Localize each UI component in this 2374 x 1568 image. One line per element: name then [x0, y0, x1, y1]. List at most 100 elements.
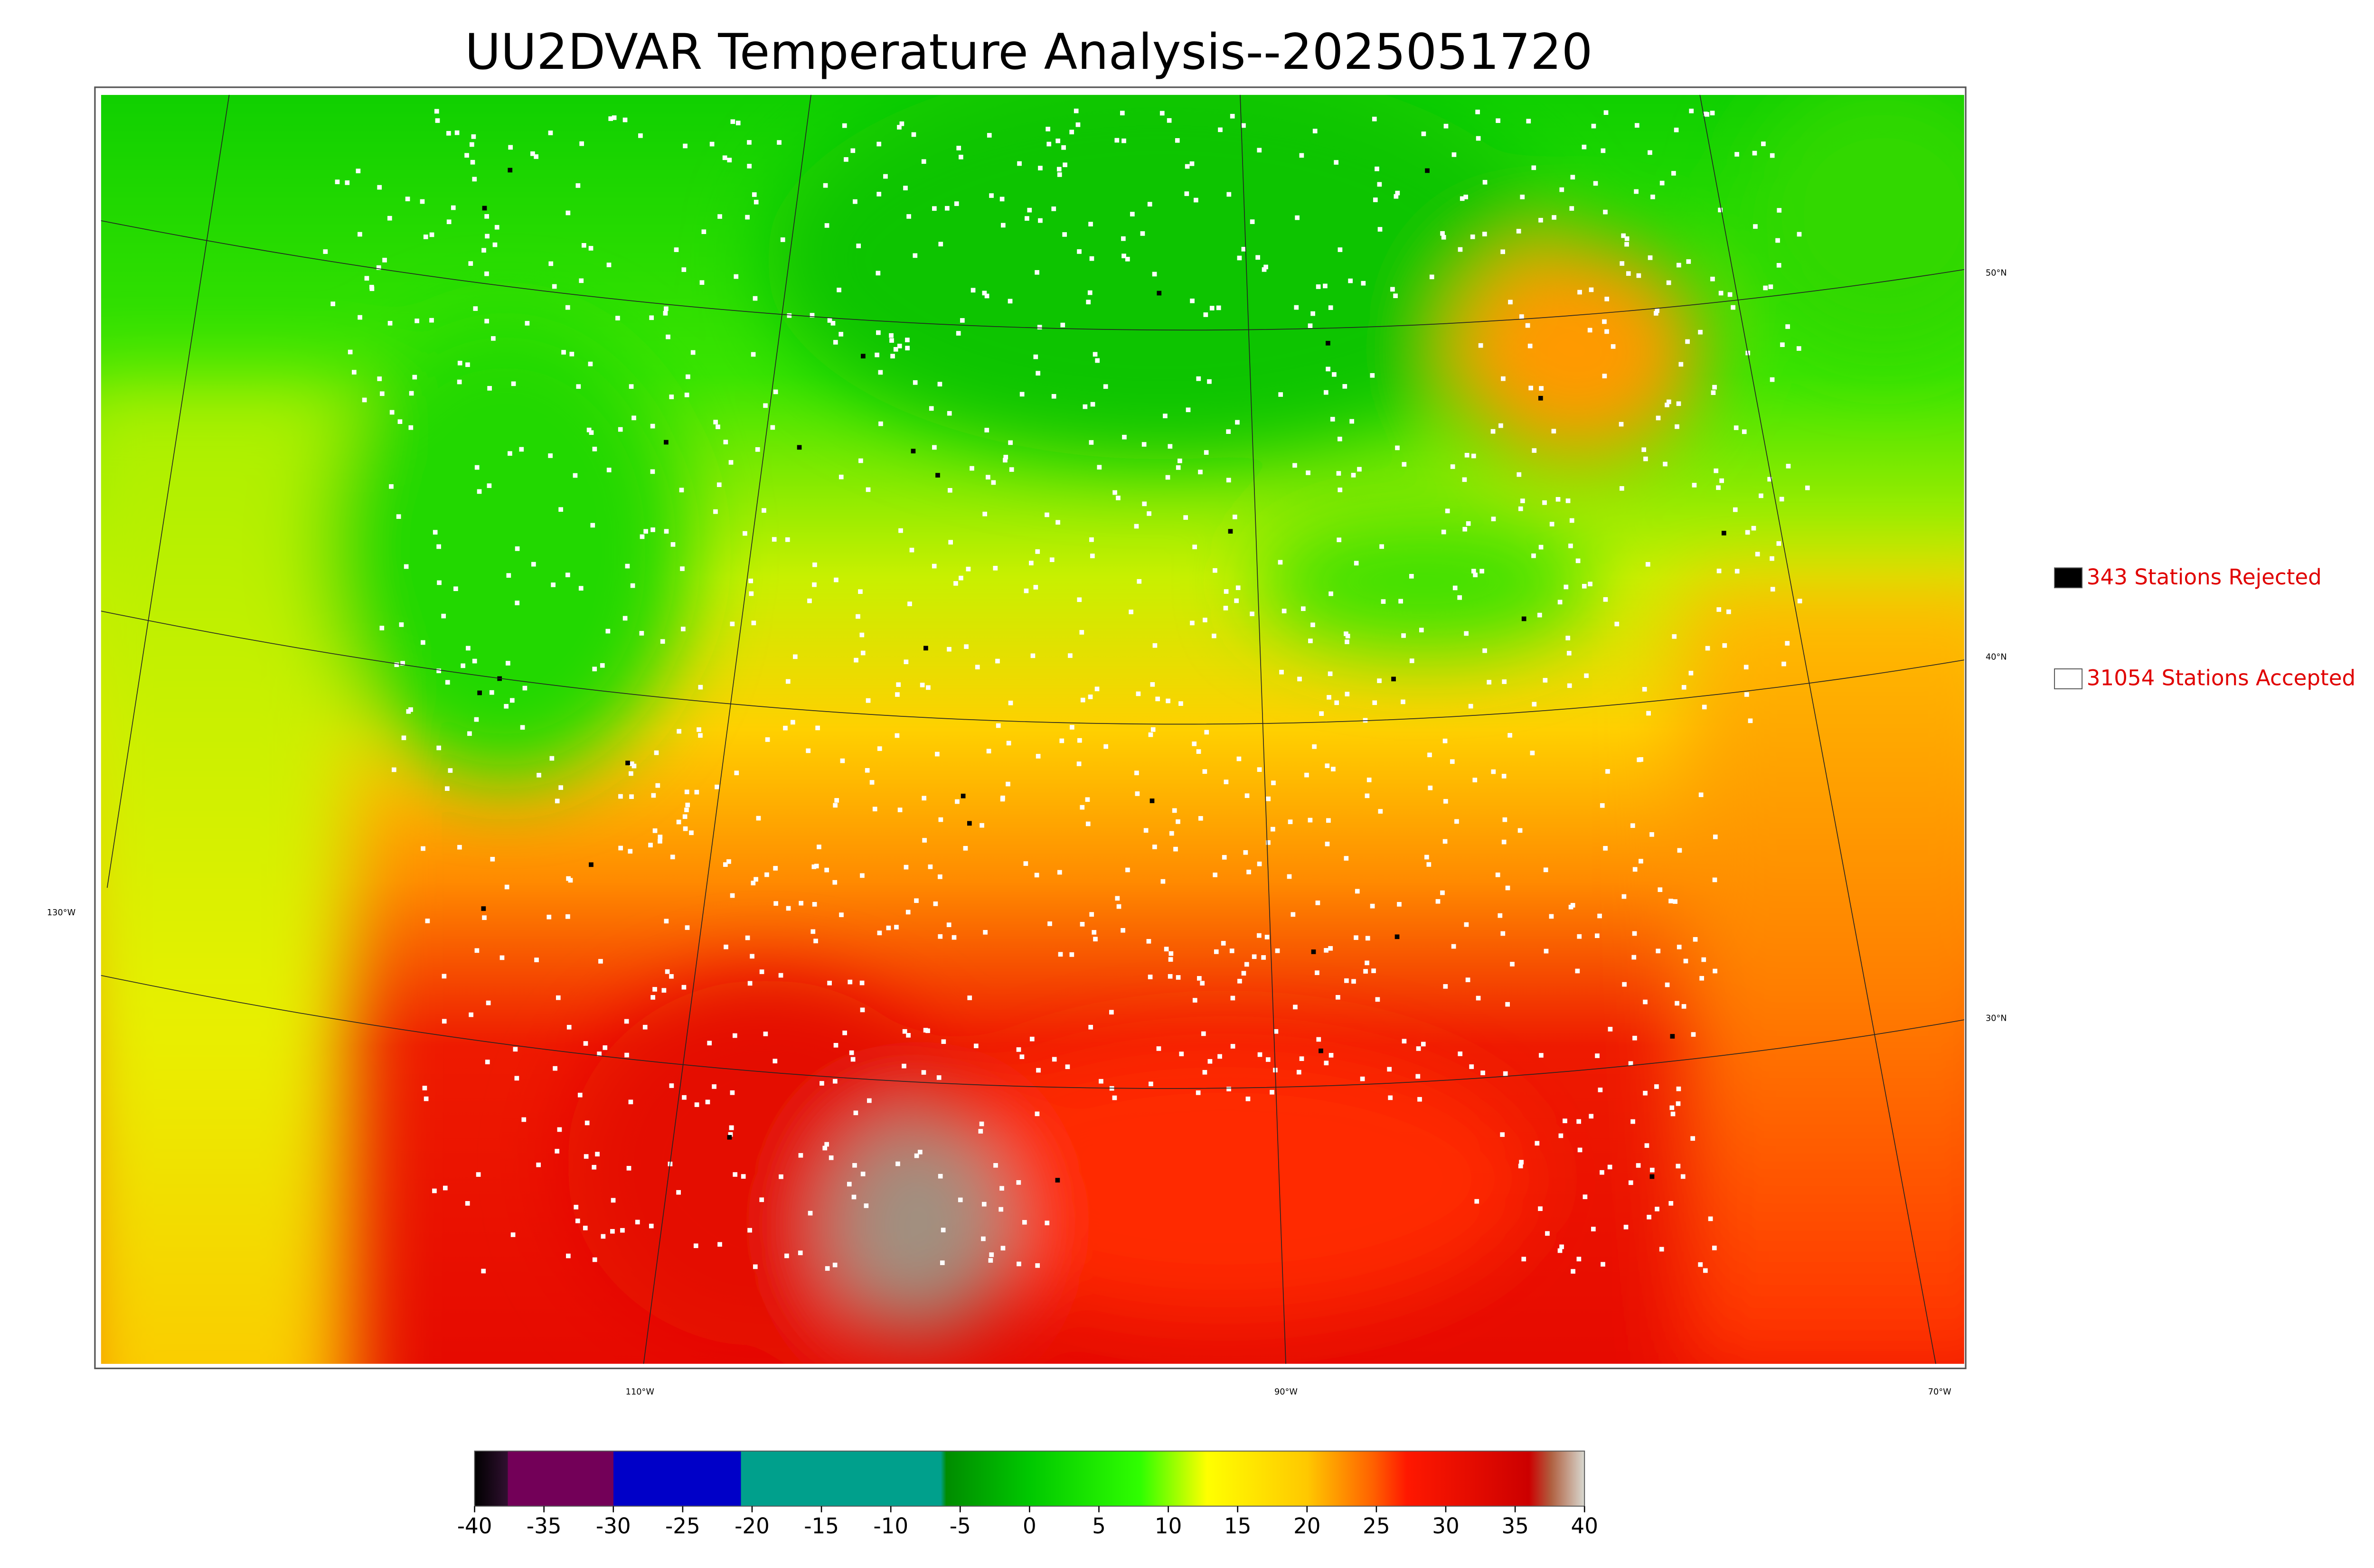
station — [1125, 256, 1130, 262]
station — [1085, 797, 1090, 802]
station — [469, 1012, 473, 1017]
station — [1636, 273, 1641, 278]
station — [677, 729, 681, 734]
station — [661, 988, 667, 993]
station — [482, 206, 487, 211]
station — [1785, 641, 1790, 646]
station — [864, 1203, 869, 1208]
station — [724, 944, 728, 949]
station — [778, 973, 783, 978]
station — [861, 354, 866, 359]
station — [1532, 448, 1537, 453]
station — [1052, 1057, 1057, 1062]
station — [1712, 877, 1717, 883]
station — [1786, 464, 1791, 469]
station — [1518, 1164, 1523, 1169]
station — [858, 589, 863, 594]
station — [649, 1223, 654, 1229]
station — [1262, 267, 1267, 272]
station — [624, 1052, 629, 1058]
station — [1666, 280, 1671, 285]
station — [660, 639, 665, 644]
station — [1565, 636, 1571, 640]
station — [847, 1182, 852, 1187]
station — [751, 352, 756, 357]
station — [1355, 889, 1360, 894]
station — [1634, 189, 1639, 194]
station — [824, 867, 829, 873]
station — [1370, 373, 1375, 378]
station — [1068, 653, 1073, 658]
station — [1152, 845, 1157, 849]
station — [1676, 1101, 1681, 1106]
station — [473, 306, 478, 311]
station — [989, 1252, 994, 1257]
station — [1752, 150, 1757, 156]
station — [1718, 207, 1723, 213]
station — [618, 845, 623, 851]
station — [872, 807, 877, 812]
station — [1092, 930, 1097, 935]
station — [1141, 442, 1147, 447]
station — [1674, 127, 1679, 132]
station — [1731, 305, 1735, 310]
station — [1328, 1053, 1334, 1058]
station — [1544, 948, 1549, 954]
station — [1797, 599, 1802, 603]
station — [681, 267, 687, 272]
station — [1761, 141, 1766, 146]
station — [1532, 702, 1537, 707]
station — [445, 786, 450, 791]
station — [432, 1188, 437, 1193]
station — [975, 665, 980, 670]
station — [921, 159, 926, 164]
station — [640, 534, 645, 539]
station — [1361, 281, 1366, 286]
station — [1196, 749, 1201, 754]
station — [1006, 741, 1011, 746]
colorbar-tick-label: -30 — [596, 1513, 631, 1539]
station — [728, 1132, 733, 1137]
station — [1192, 998, 1197, 1003]
station — [1589, 1114, 1594, 1119]
stations — [323, 108, 1810, 1274]
station — [898, 528, 903, 533]
station — [1255, 255, 1260, 260]
station — [643, 529, 648, 534]
station — [1626, 271, 1631, 276]
station — [922, 796, 927, 801]
station — [1703, 1268, 1708, 1273]
station — [824, 223, 829, 228]
station — [436, 544, 441, 549]
station — [786, 906, 791, 911]
station — [1077, 597, 1082, 602]
station — [681, 985, 687, 990]
station — [1462, 526, 1468, 532]
station — [453, 586, 458, 592]
station — [1332, 372, 1337, 377]
station — [1046, 127, 1050, 131]
station — [967, 821, 972, 826]
station — [834, 577, 838, 582]
station — [1025, 216, 1029, 221]
station — [1582, 144, 1587, 150]
station — [487, 386, 492, 391]
station — [1402, 1039, 1407, 1044]
station — [1338, 247, 1343, 252]
station — [608, 116, 613, 121]
colorbar-tick-label: -10 — [873, 1513, 908, 1539]
station — [899, 121, 904, 126]
station — [1293, 1005, 1298, 1010]
station — [938, 1174, 943, 1179]
station — [1479, 569, 1484, 573]
station — [1501, 839, 1507, 845]
station — [1462, 477, 1467, 482]
station — [1549, 914, 1554, 919]
station — [1019, 392, 1025, 397]
station — [1519, 314, 1524, 319]
station — [685, 925, 690, 930]
station — [1357, 467, 1362, 472]
station — [1163, 413, 1168, 419]
station — [1559, 187, 1564, 192]
station — [389, 410, 395, 415]
